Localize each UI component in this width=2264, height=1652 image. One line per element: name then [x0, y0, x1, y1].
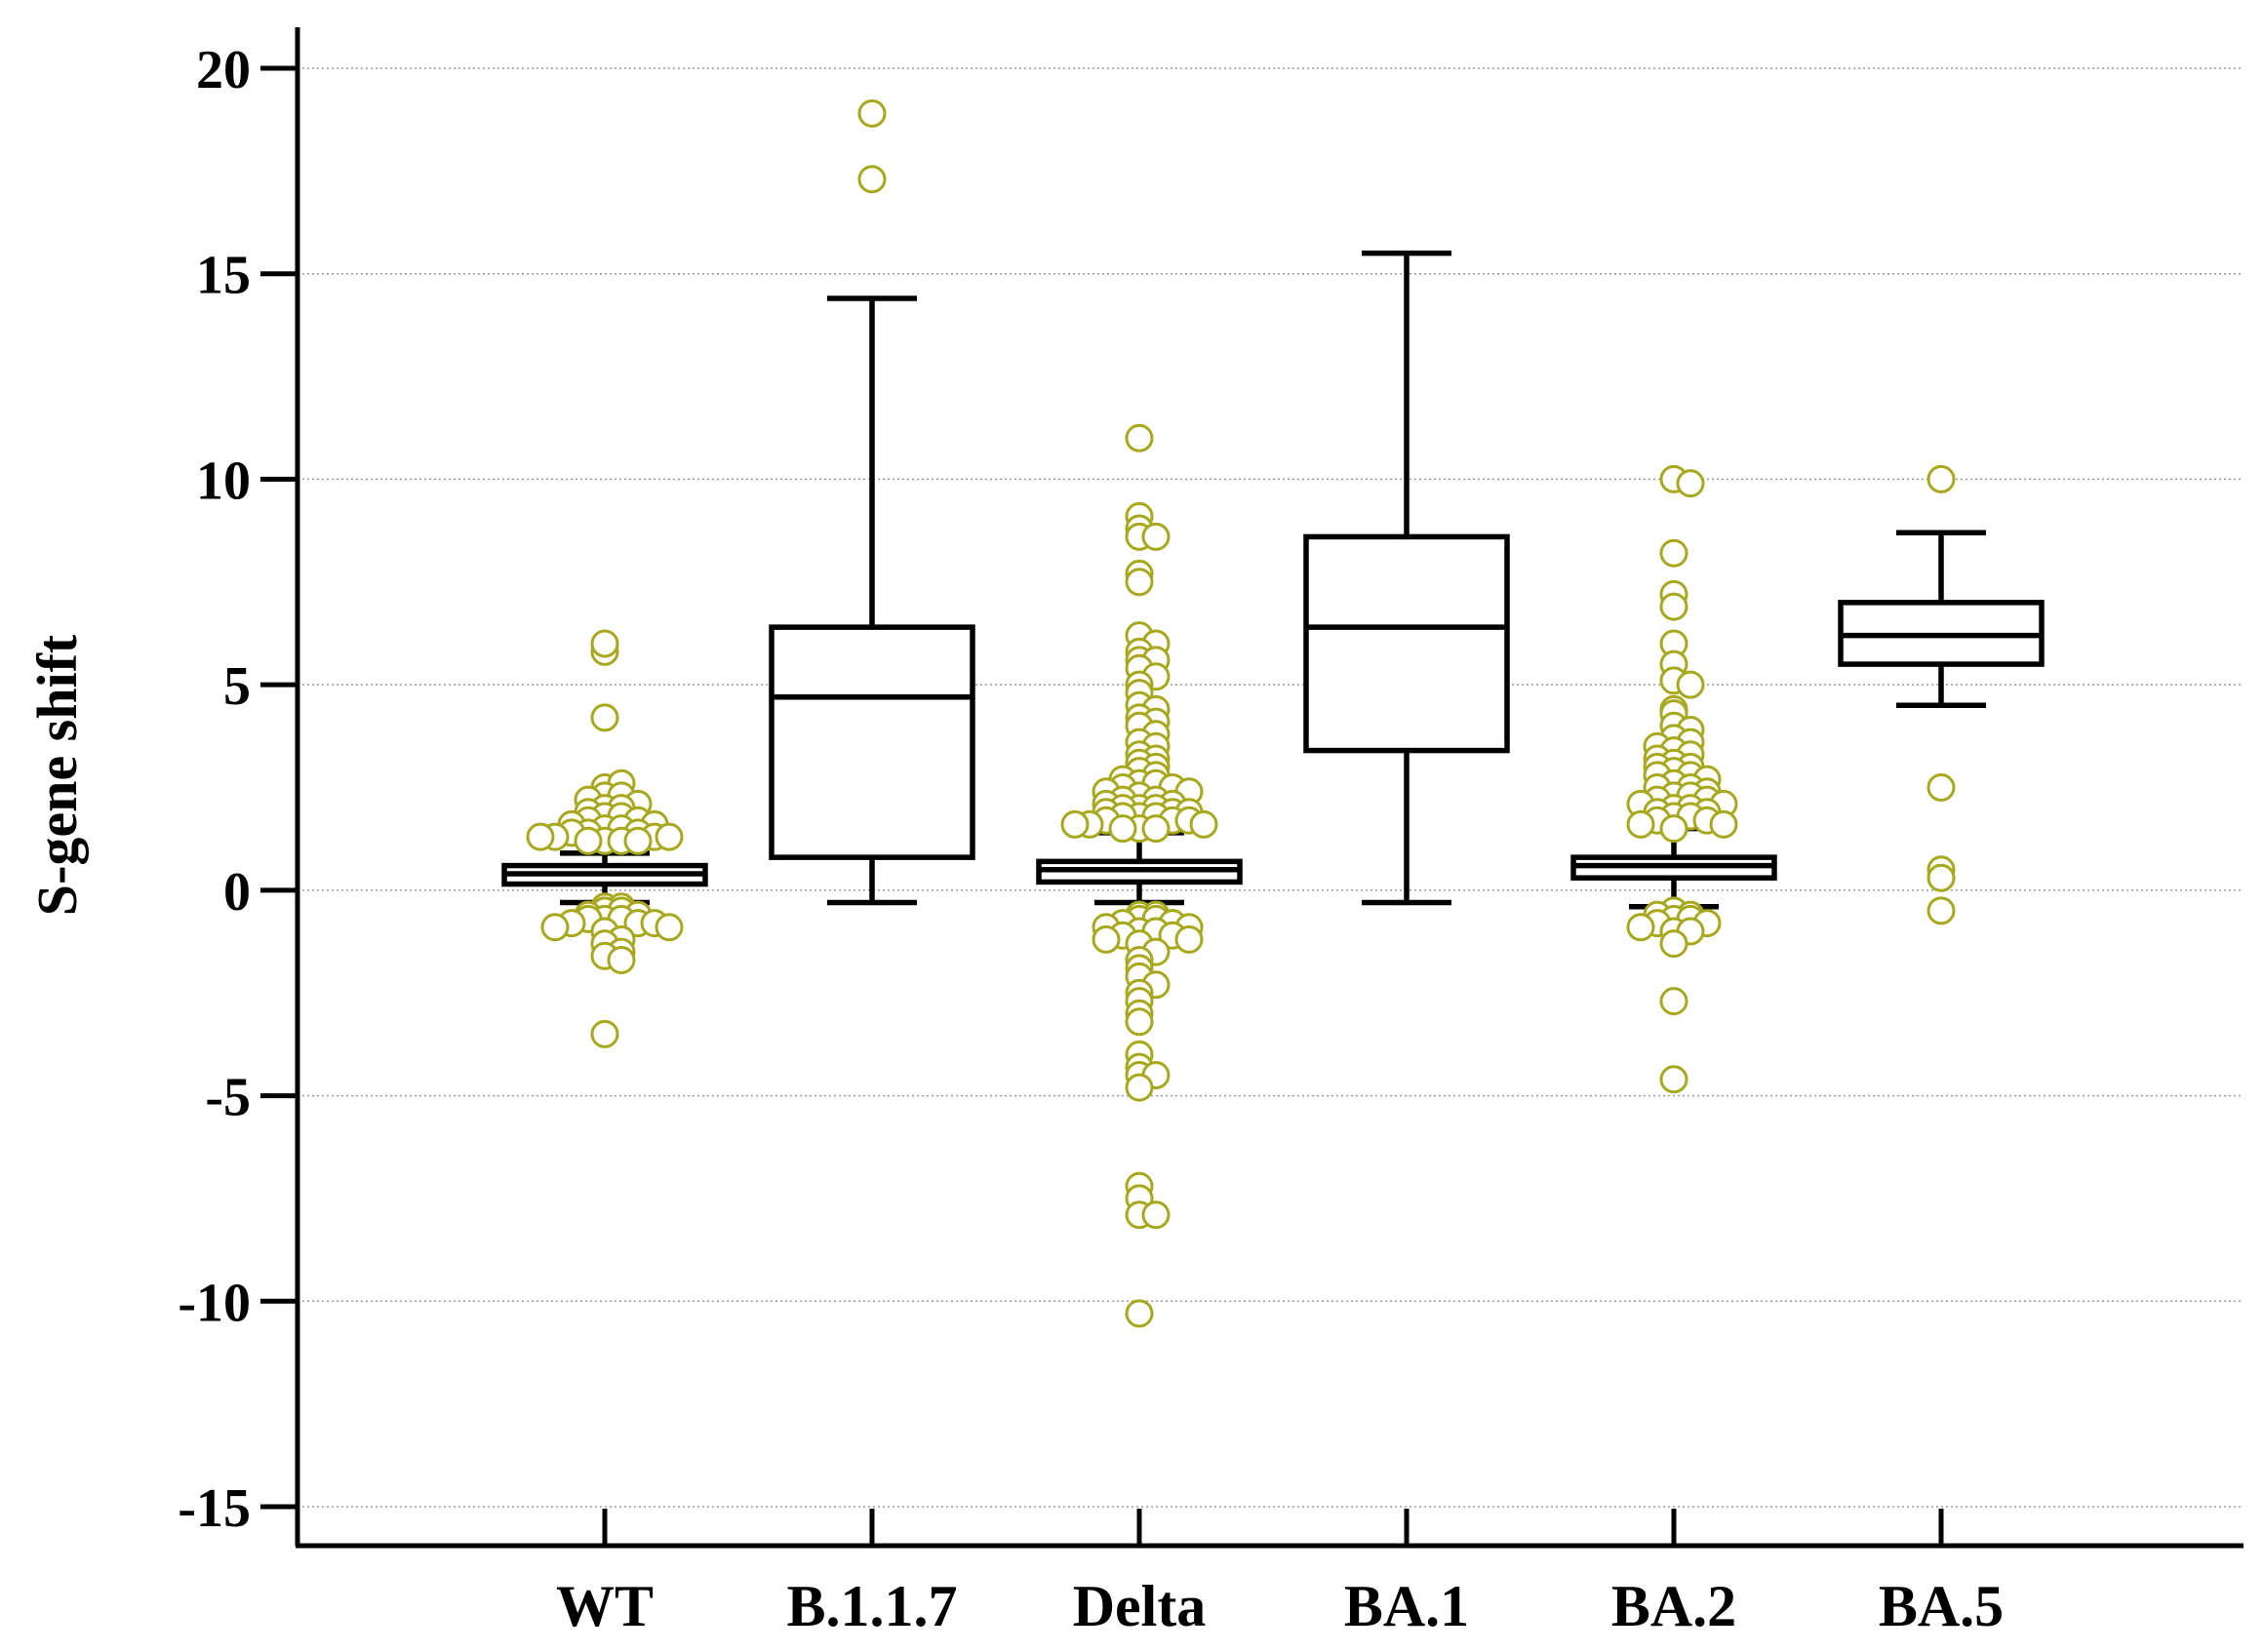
labels: 20 15 10 5 0 -5 -10 -15 WT B.1.1.7 Delta BA.1 BA.2 BA… — [178, 40, 2004, 1638]
iqr-box — [1303, 533, 1510, 754]
y-tick-label: -5 — [205, 1068, 251, 1128]
outlier-point — [1626, 913, 1655, 942]
outlier-point — [1125, 423, 1154, 452]
outlier-point — [1926, 863, 1956, 892]
box-group-Delta — [1036, 830, 1243, 906]
x-tick-label: WT — [556, 1574, 654, 1638]
iqr-box — [769, 624, 975, 860]
box-group-BA.1 — [1303, 250, 1510, 906]
outlier-point — [1659, 538, 1688, 568]
outlier-point — [655, 822, 684, 851]
outlier-point — [1659, 814, 1688, 844]
outlier-point — [1659, 929, 1688, 959]
outlier-point — [1659, 987, 1688, 1016]
outlier-point — [590, 703, 619, 732]
x-tick-label: B.1.1.7 — [786, 1574, 957, 1638]
outlier-point — [1125, 1299, 1154, 1328]
outlier-point — [590, 629, 619, 658]
outlier-point — [607, 946, 636, 974]
outlier-point — [1926, 896, 1956, 925]
outlier-point — [655, 913, 684, 942]
outlier-point — [526, 822, 555, 851]
y-axis-title: S-gene shift — [25, 634, 89, 916]
outlier-point — [1092, 924, 1121, 954]
outlier-point — [1926, 773, 1956, 802]
y-tick-label: -10 — [178, 1273, 251, 1333]
outlier-point — [623, 826, 653, 855]
outlier-point — [1676, 469, 1705, 498]
x-tick-label: BA.2 — [1611, 1574, 1736, 1638]
outlier-point — [1141, 814, 1171, 844]
outlier-point — [1189, 809, 1218, 839]
y-tick-label: 10 — [196, 451, 251, 511]
x-tick-label: Delta — [1073, 1574, 1207, 1638]
outlier-point — [1125, 1007, 1154, 1037]
y-tick-label: 5 — [223, 656, 251, 717]
outlier-point — [1626, 809, 1655, 839]
outliers — [526, 98, 1956, 1328]
outlier-point — [1060, 809, 1090, 839]
outlier-point — [1926, 464, 1956, 493]
outlier-point — [1141, 1200, 1171, 1230]
y-tick-label: 0 — [223, 862, 251, 923]
outlier-point — [1125, 1073, 1154, 1102]
outlier-point — [590, 1019, 619, 1048]
y-tick-label: -15 — [178, 1478, 251, 1539]
x-tick-label: BA.1 — [1344, 1574, 1469, 1638]
outlier-point — [1174, 924, 1204, 954]
outlier-point — [574, 826, 603, 855]
outlier-point — [1141, 522, 1171, 551]
y-tick-label: 15 — [196, 246, 251, 306]
outlier-point — [540, 913, 570, 942]
outlier-point — [1125, 568, 1154, 597]
box-group-BA.5 — [1838, 530, 2045, 708]
outlier-point — [1108, 814, 1137, 844]
boxes — [501, 250, 2045, 910]
outlier-point — [857, 165, 887, 194]
box-group-B.1.1.7 — [769, 295, 975, 906]
outlier-point — [1676, 670, 1705, 699]
outlier-point — [1659, 592, 1688, 621]
outlier-point — [1709, 809, 1738, 839]
axes — [260, 27, 2244, 1549]
y-tick-label: 20 — [196, 40, 251, 100]
outlier-point — [1659, 1065, 1688, 1094]
x-tick-label: BA.5 — [1879, 1574, 2004, 1638]
outlier-point — [857, 98, 887, 128]
